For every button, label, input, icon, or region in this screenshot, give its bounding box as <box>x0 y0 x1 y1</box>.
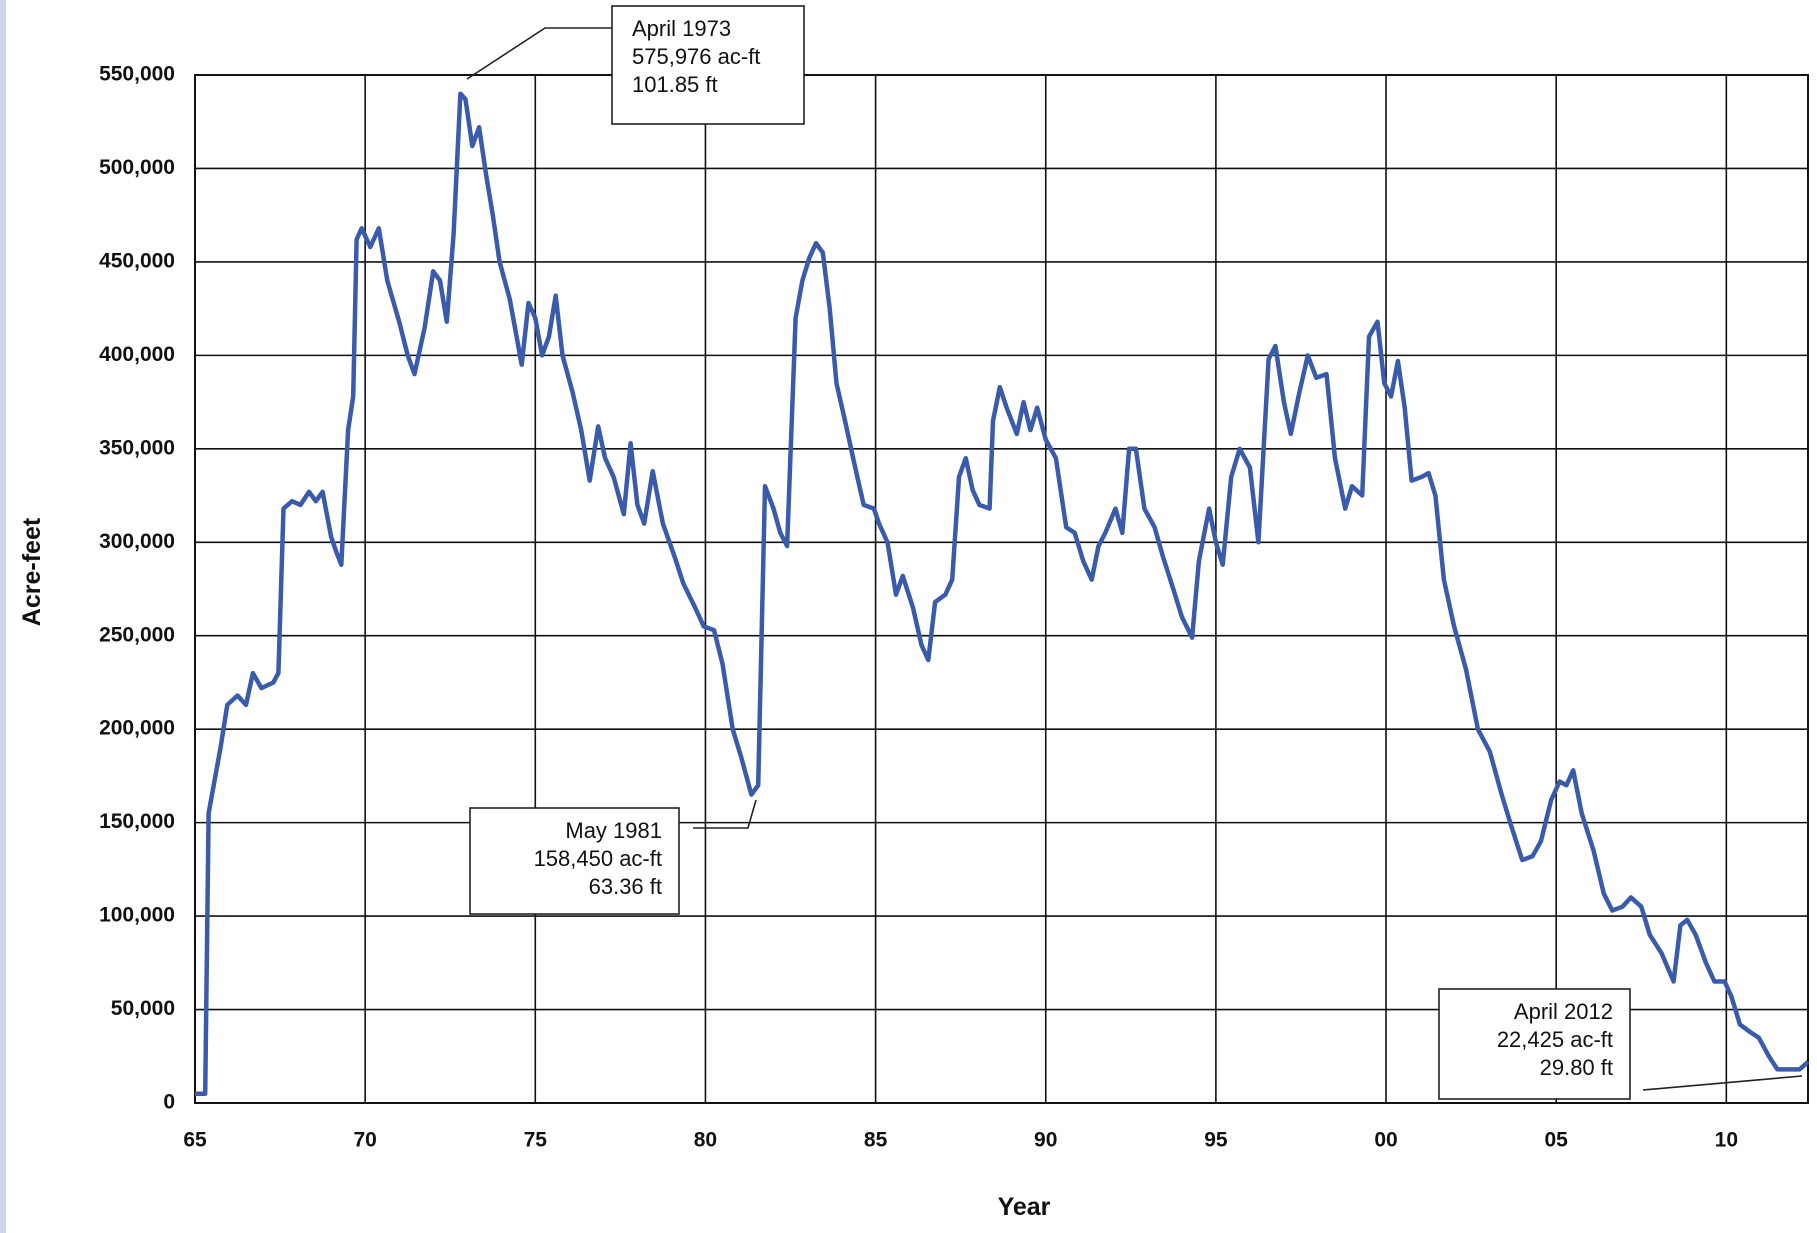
x-tick-label: 65 <box>183 1129 207 1152</box>
annotation-text: April 2012 <box>1514 999 1613 1024</box>
x-tick-label: 75 <box>524 1129 548 1152</box>
annotation-leader <box>693 799 757 829</box>
annotation-box <box>469 807 680 915</box>
annotation-text: April 1973 <box>632 16 731 41</box>
x-tick-label: 10 <box>1715 1129 1738 1152</box>
annotation-text: 101.85 ft <box>632 72 718 97</box>
x-tick-label: 00 <box>1374 1129 1397 1152</box>
x-tick-label: 95 <box>1204 1129 1228 1152</box>
y-tick-label: 200,000 <box>99 717 175 740</box>
annotation-box <box>1438 988 1631 1100</box>
y-tick-label: 350,000 <box>99 436 175 459</box>
annotation-leader <box>1642 1075 1803 1091</box>
annotation-text: 158,450 ac-ft <box>534 846 662 871</box>
y-tick-label: 300,000 <box>99 530 175 553</box>
y-tick-label: 400,000 <box>99 343 175 366</box>
x-tick-label: 70 <box>353 1129 376 1152</box>
annotation-text: 22,425 ac-ft <box>1497 1027 1613 1052</box>
annotation-text: May 1981 <box>565 818 662 843</box>
y-axis-title: Acre-feet <box>18 517 46 626</box>
y-tick-label: 250,000 <box>99 623 175 646</box>
annotation-box <box>611 5 805 125</box>
annotation-text: 29.80 ft <box>1540 1055 1613 1080</box>
y-tick-label: 150,000 <box>99 810 175 833</box>
x-tick-label: 85 <box>864 1129 888 1152</box>
plot-frame <box>194 74 1809 1104</box>
y-tick-label: 450,000 <box>99 249 175 272</box>
x-tick-label: 80 <box>694 1129 717 1152</box>
data-line <box>195 91 1810 1096</box>
annotation-text: 575,976 ac-ft <box>632 44 760 69</box>
x-axis-title: Year <box>998 1193 1051 1221</box>
y-tick-label: 50,000 <box>111 997 175 1020</box>
y-tick-label: 0 <box>163 1091 175 1114</box>
y-tick-label: 500,000 <box>99 156 175 179</box>
x-tick-label: 05 <box>1545 1129 1569 1152</box>
x-tick-label: 90 <box>1034 1129 1057 1152</box>
annotation-text: 63.36 ft <box>589 874 662 899</box>
y-tick-label: 550,000 <box>99 63 175 86</box>
annotation-leader <box>466 27 612 80</box>
page-edge <box>0 0 6 1233</box>
y-tick-label: 100,000 <box>99 904 175 927</box>
